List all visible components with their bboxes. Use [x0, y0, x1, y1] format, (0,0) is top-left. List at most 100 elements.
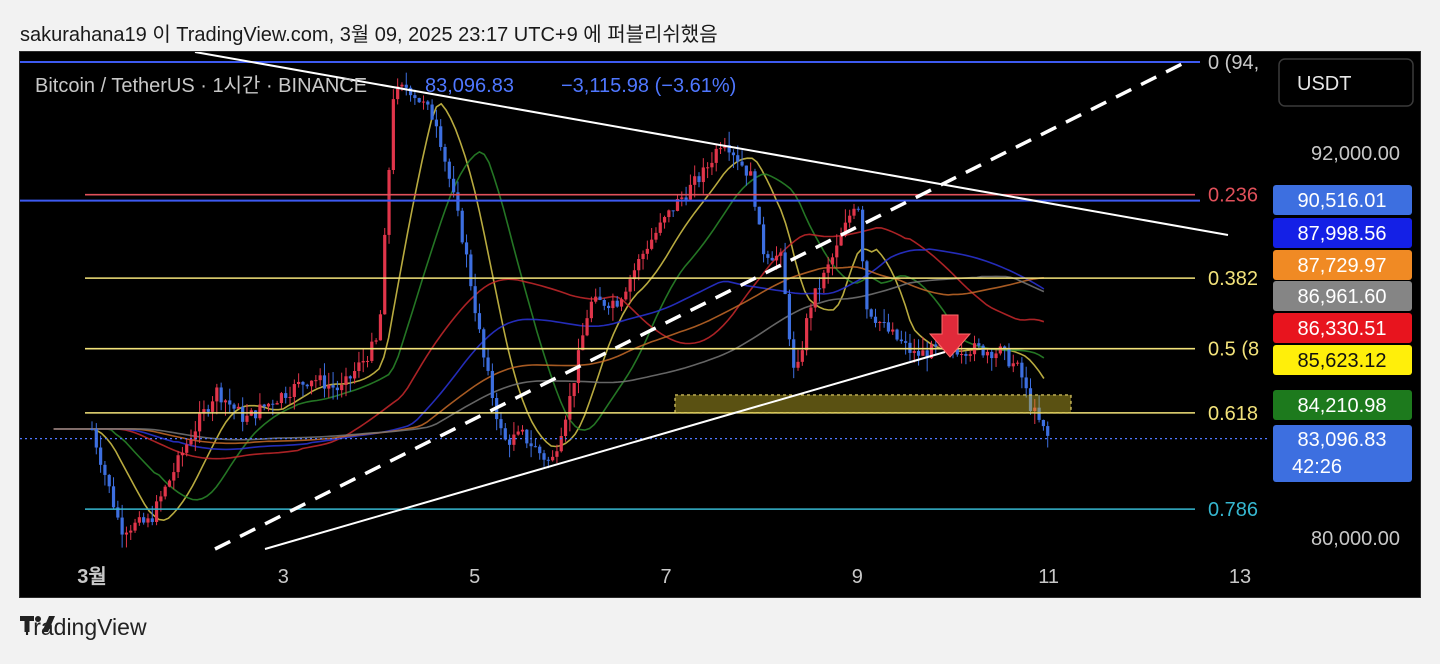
candle-body	[882, 322, 886, 324]
candle-body	[744, 165, 748, 176]
candle-body	[107, 474, 111, 487]
candle-body	[486, 357, 490, 371]
price-tag: 86,961.60	[1273, 281, 1412, 311]
candle-body	[1033, 407, 1037, 411]
candle-body	[736, 155, 740, 162]
candle-body	[637, 259, 641, 271]
candle-body	[1037, 407, 1041, 420]
candle-body	[830, 257, 835, 265]
candle-body	[770, 257, 774, 261]
candle-body	[904, 341, 908, 343]
candle-body	[650, 239, 654, 249]
candle-body	[516, 431, 520, 435]
candle-body	[219, 387, 223, 403]
candle-body	[279, 393, 284, 404]
candle-body	[611, 300, 615, 309]
candle-body	[297, 381, 301, 385]
candle-body	[826, 264, 830, 273]
candle-body	[223, 400, 228, 403]
candle-body	[374, 340, 378, 342]
candle-body	[426, 101, 430, 105]
candle-body	[103, 464, 107, 475]
candle-body	[555, 451, 559, 457]
candle-body	[421, 101, 426, 103]
candle-body	[378, 314, 383, 341]
candle-body	[899, 339, 903, 342]
candle-body	[856, 208, 860, 210]
candle-body	[253, 410, 258, 419]
candle-body	[387, 170, 391, 235]
candle-body	[934, 344, 938, 347]
candle-body	[594, 296, 598, 302]
candle-body	[727, 144, 731, 153]
x-axis-tick-label: 13	[1229, 566, 1251, 588]
legend-change: −3,115.98 (−3.61%)	[561, 75, 736, 97]
fib-level-label: 0.618	[1208, 403, 1258, 425]
candle-body	[779, 252, 783, 256]
candle-body	[172, 472, 176, 481]
price-tag-value: 87,729.97	[1298, 255, 1387, 277]
candle-body	[718, 148, 723, 150]
candle-body	[490, 370, 494, 399]
fib-level-label: 0.382	[1208, 268, 1258, 290]
candle-body	[787, 294, 792, 340]
candle-body	[116, 507, 120, 518]
candle-body	[757, 206, 761, 225]
candle-body	[520, 429, 525, 432]
candle-body	[869, 309, 873, 317]
fib-level-label: 0 (94,	[1208, 52, 1259, 74]
arrow-down-icon	[928, 314, 972, 358]
candle-body	[929, 344, 934, 359]
descending-trendline[interactable]	[194, 52, 1229, 236]
candle-body	[344, 376, 348, 385]
candle-body	[185, 444, 189, 453]
footer-brand[interactable]: TradingView	[20, 614, 147, 641]
candle-body	[262, 404, 266, 407]
candle-body	[581, 335, 585, 351]
candle-body	[662, 217, 667, 223]
candle-body	[443, 146, 447, 162]
currency-button[interactable]: USDT	[1278, 58, 1414, 107]
candle-body	[1015, 362, 1020, 364]
price-tag-bg	[1273, 345, 1412, 375]
ascending-trendline[interactable]	[264, 351, 946, 550]
candle-body	[839, 235, 843, 246]
candle-body	[353, 371, 357, 379]
legend-symbol: Bitcoin / TetherUS · 1시간 · BINANCE	[35, 74, 367, 97]
candle-body	[589, 301, 593, 319]
chart-canvas[interactable]: 0 (94, 0.236 0.382 0.5 (8 0.618 0.786 3월 3 5 7 9 1…	[20, 52, 1421, 598]
candle-body	[236, 406, 240, 409]
candle-body	[998, 346, 1002, 354]
candle-body	[525, 429, 529, 444]
dashed-channel-line[interactable]	[214, 58, 1191, 551]
candle-body	[809, 307, 813, 319]
candle-body	[142, 517, 146, 523]
candle-body	[137, 517, 141, 523]
candle-body	[464, 242, 469, 255]
price-tag-value: 90,516.01	[1298, 190, 1387, 212]
chart-frame[interactable]: 0 (94, 0.236 0.382 0.5 (8 0.618 0.786 3월 3 5 7 9 1…	[19, 51, 1421, 598]
candle-body	[1046, 426, 1050, 436]
candle-body	[873, 316, 878, 323]
candle-body	[370, 341, 374, 361]
candle-body	[848, 215, 852, 223]
fib-level-label: 0.5 (8	[1208, 339, 1259, 361]
candle-body	[783, 252, 787, 295]
price-tag-bg	[1273, 281, 1412, 311]
candle-body	[198, 413, 202, 432]
candle-body	[714, 148, 718, 163]
candle-body	[189, 439, 193, 445]
candle-body	[852, 208, 856, 216]
candle-body	[434, 119, 438, 127]
candle-body	[977, 343, 981, 346]
support-zone-box[interactable]	[674, 394, 1072, 414]
candle-body	[439, 126, 443, 147]
y-axis-tick-label: 92,000.00	[1311, 143, 1400, 165]
candle-body	[408, 87, 413, 96]
candle-body	[154, 501, 159, 523]
candle-body	[658, 222, 662, 233]
candle-body	[447, 161, 451, 179]
candle-body	[271, 403, 275, 405]
candle-body	[391, 99, 395, 171]
fib-level-label: 0.786	[1208, 499, 1258, 521]
